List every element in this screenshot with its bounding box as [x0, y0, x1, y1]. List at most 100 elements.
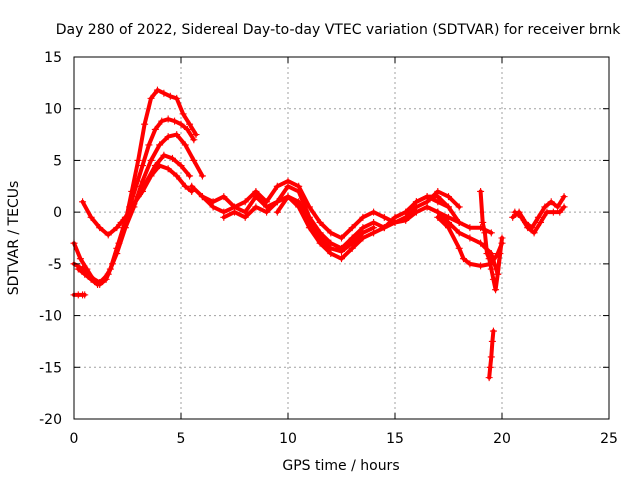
data-point: [537, 218, 545, 226]
data-point: [483, 250, 491, 258]
x-tick-label: 20: [493, 431, 511, 447]
data-point: [485, 374, 493, 382]
data-point: [177, 120, 185, 128]
data-point: [143, 177, 151, 185]
data-point: [295, 198, 303, 206]
data-point: [104, 270, 112, 278]
data-point: [338, 234, 345, 242]
data-point: [76, 255, 84, 263]
data-point: [359, 229, 367, 237]
data-point: [547, 198, 555, 206]
x-tick-label: 5: [177, 431, 186, 447]
data-point: [359, 213, 367, 221]
data-point: [96, 224, 104, 232]
data-point: [479, 218, 487, 226]
data-point: [423, 193, 431, 201]
data-point: [509, 213, 517, 221]
data-point: [173, 172, 181, 180]
data-point: [153, 86, 161, 94]
data-point: [263, 208, 271, 216]
data-point: [273, 208, 281, 216]
series-track-k: [434, 213, 506, 270]
data-point: [338, 247, 345, 255]
data-point: [151, 162, 159, 170]
data-point: [370, 224, 378, 232]
data-point: [316, 234, 324, 242]
data-point: [488, 337, 496, 345]
x-tick-label: 0: [70, 431, 79, 447]
data-point: [198, 172, 206, 180]
data-point: [316, 218, 324, 226]
data-point: [241, 213, 249, 221]
data-point: [147, 156, 155, 164]
data-point: [164, 133, 172, 141]
data-point: [511, 208, 519, 216]
data-point: [295, 187, 303, 195]
data-point: [273, 198, 281, 206]
series-track-e: [117, 151, 194, 226]
data-point: [489, 275, 497, 283]
data-point: [284, 182, 292, 190]
data-point: [487, 229, 495, 237]
data-point: [132, 182, 140, 190]
data-point: [79, 265, 87, 273]
data-point: [402, 208, 410, 216]
y-tick-label: 0: [53, 205, 62, 221]
y-tick-labels: -20 -15 -10 -5 0 5 10 15: [39, 50, 62, 428]
data-point: [160, 89, 168, 97]
data-point: [164, 165, 172, 173]
data-point: [273, 182, 281, 190]
data-point: [496, 250, 504, 258]
data-point: [534, 213, 542, 221]
data-point: [209, 203, 217, 211]
data-point: [556, 208, 564, 216]
x-tick-label: 10: [279, 431, 297, 447]
data-point: [498, 234, 506, 242]
data-point: [477, 239, 485, 247]
data-point: [541, 203, 549, 211]
data-point: [181, 182, 189, 190]
series-track-o: [485, 327, 497, 382]
data-point: [87, 213, 95, 221]
data-point: [455, 203, 463, 211]
data-point: [231, 208, 238, 216]
data-point: [145, 141, 153, 149]
data-point: [402, 216, 410, 224]
data-point: [190, 136, 198, 144]
data-point: [284, 193, 292, 201]
y-tick-label: -15: [39, 360, 62, 376]
data-point: [96, 278, 104, 286]
series-track-b: [74, 115, 198, 289]
data-point: [173, 94, 181, 102]
series-track-f: [70, 291, 89, 299]
data-point: [156, 141, 164, 149]
data-point: [166, 92, 174, 100]
data-point: [113, 224, 121, 232]
data-point: [380, 224, 388, 232]
data-point: [477, 187, 485, 195]
series-track-m: [412, 193, 495, 237]
data-point: [412, 198, 420, 206]
data-point: [412, 208, 420, 216]
data-point: [494, 270, 502, 278]
data-point: [485, 255, 493, 263]
data-point: [179, 110, 187, 118]
data-point: [252, 203, 260, 211]
data-point: [455, 229, 463, 237]
data-point: [423, 203, 431, 211]
series-track: [478, 189, 502, 292]
y-tick-label: 10: [44, 102, 62, 118]
chart-title: Day 280 of 2022, Sidereal Day-to-day VTE…: [56, 22, 621, 38]
data-point: [171, 117, 179, 125]
data-point: [445, 193, 452, 201]
data-point: [530, 229, 538, 237]
data-point: [192, 131, 200, 139]
data-point: [489, 327, 497, 335]
data-point: [177, 162, 185, 170]
y-tick-label: 15: [44, 50, 62, 66]
data-point: [87, 273, 95, 281]
data-point: [466, 234, 474, 242]
data-point: [190, 156, 198, 164]
data-point: [391, 218, 399, 226]
